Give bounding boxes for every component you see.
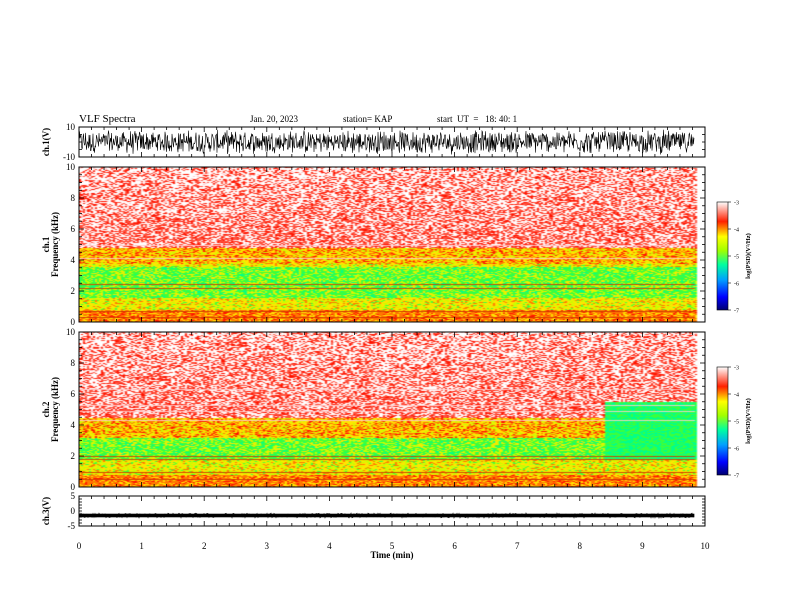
x-tick-label: 2: [202, 541, 207, 551]
colorbar-tick-label: -3: [734, 366, 739, 372]
y-axis-label: ch.3(V): [41, 497, 51, 525]
y-tick-label: 4: [71, 255, 76, 265]
y-tick-label: 0: [71, 506, 76, 516]
x-tick-label: 0: [77, 541, 82, 551]
y-axis-label: ch.1(V): [41, 128, 51, 156]
y-axis-label: ch.2 Frequency (kHz): [41, 377, 60, 442]
colorbar-tick-label: -3: [734, 201, 739, 207]
x-tick-label: 5: [390, 541, 395, 551]
colorbar-tick-label: -6: [734, 282, 739, 288]
colorbar-label: log(PSD)(V²/Hz): [745, 398, 752, 444]
y-tick-label: 4: [71, 420, 76, 430]
y-tick-label: 6: [71, 224, 76, 234]
colorbar-tick-label: -4: [734, 228, 739, 234]
y-axis-label-line: ch.2: [41, 401, 51, 417]
x-tick-label: 10: [701, 541, 711, 551]
colorbar-ticks: -3 -4 -5 -6 -7 log(PSD)(V²/Hz) -3 -4 -5 -6 -7 log(P…: [728, 201, 752, 480]
station-label: station= KAP: [343, 114, 393, 124]
ch1-spectrogram-image: [79, 167, 705, 322]
y-tick-label: -10: [63, 152, 75, 162]
y-tick-label: 8: [71, 193, 76, 203]
y-tick-label: -5: [68, 521, 76, 531]
x-tick-label: 7: [515, 541, 520, 551]
ch3-waveform-line: [79, 512, 695, 520]
y-tick-label: 0: [71, 482, 76, 492]
y-tick-label: 2: [71, 286, 76, 296]
y-axis-label-line: Frequency (kHz): [50, 212, 60, 277]
colorbar-label: log(PSD)(V²/Hz): [745, 233, 752, 279]
y-tick-label: 10: [66, 122, 76, 132]
date-label: Jan. 20, 2023: [250, 114, 298, 124]
y-tick-label: 6: [71, 389, 76, 399]
y-axis-label: ch.1 Frequency (kHz): [41, 212, 60, 277]
y-axis-label-line: Frequency (kHz): [50, 377, 60, 442]
ch1-colorbar: [716, 201, 729, 311]
y-axis-label-line: ch.1: [41, 236, 51, 252]
y-axis-label-line: ch.3(V): [41, 497, 51, 525]
y-tick-label: 10: [66, 162, 76, 172]
y-tick-label: 8: [71, 358, 76, 368]
x-tick-label: 3: [265, 541, 270, 551]
x-tick-label: 9: [640, 541, 645, 551]
colorbar-tick-label: -7: [734, 474, 739, 480]
x-tick-label: 8: [578, 541, 583, 551]
x-axis-label: Time (min): [370, 550, 413, 560]
x-tick-label: 6: [452, 541, 457, 551]
y-tick-label: 5: [71, 491, 76, 501]
x-tick-label: 4: [327, 541, 332, 551]
x-tick-label: 1: [139, 541, 144, 551]
figure-title: VLF Spectra: [79, 113, 136, 125]
y-tick-label: 2: [71, 451, 76, 461]
y-tick-label: 10: [66, 327, 76, 337]
axis-ticks: [78, 126, 706, 527]
ch1-waveform-line: [79, 129, 695, 155]
colorbar-tick-label: -5: [734, 420, 739, 426]
start-time-label: start UT = 18: 40: 1: [437, 114, 518, 124]
ch2-colorbar: [716, 366, 729, 476]
colorbar-tick-label: -6: [734, 447, 739, 453]
y-axis-label-line: ch.1(V): [41, 128, 51, 156]
colorbar-tick-label: -5: [734, 255, 739, 261]
ch2-spectrogram-image: [79, 332, 705, 487]
colorbar-tick-label: -7: [734, 309, 739, 315]
colorbar-tick-label: -4: [734, 393, 739, 399]
y-tick-label: 0: [71, 317, 76, 327]
